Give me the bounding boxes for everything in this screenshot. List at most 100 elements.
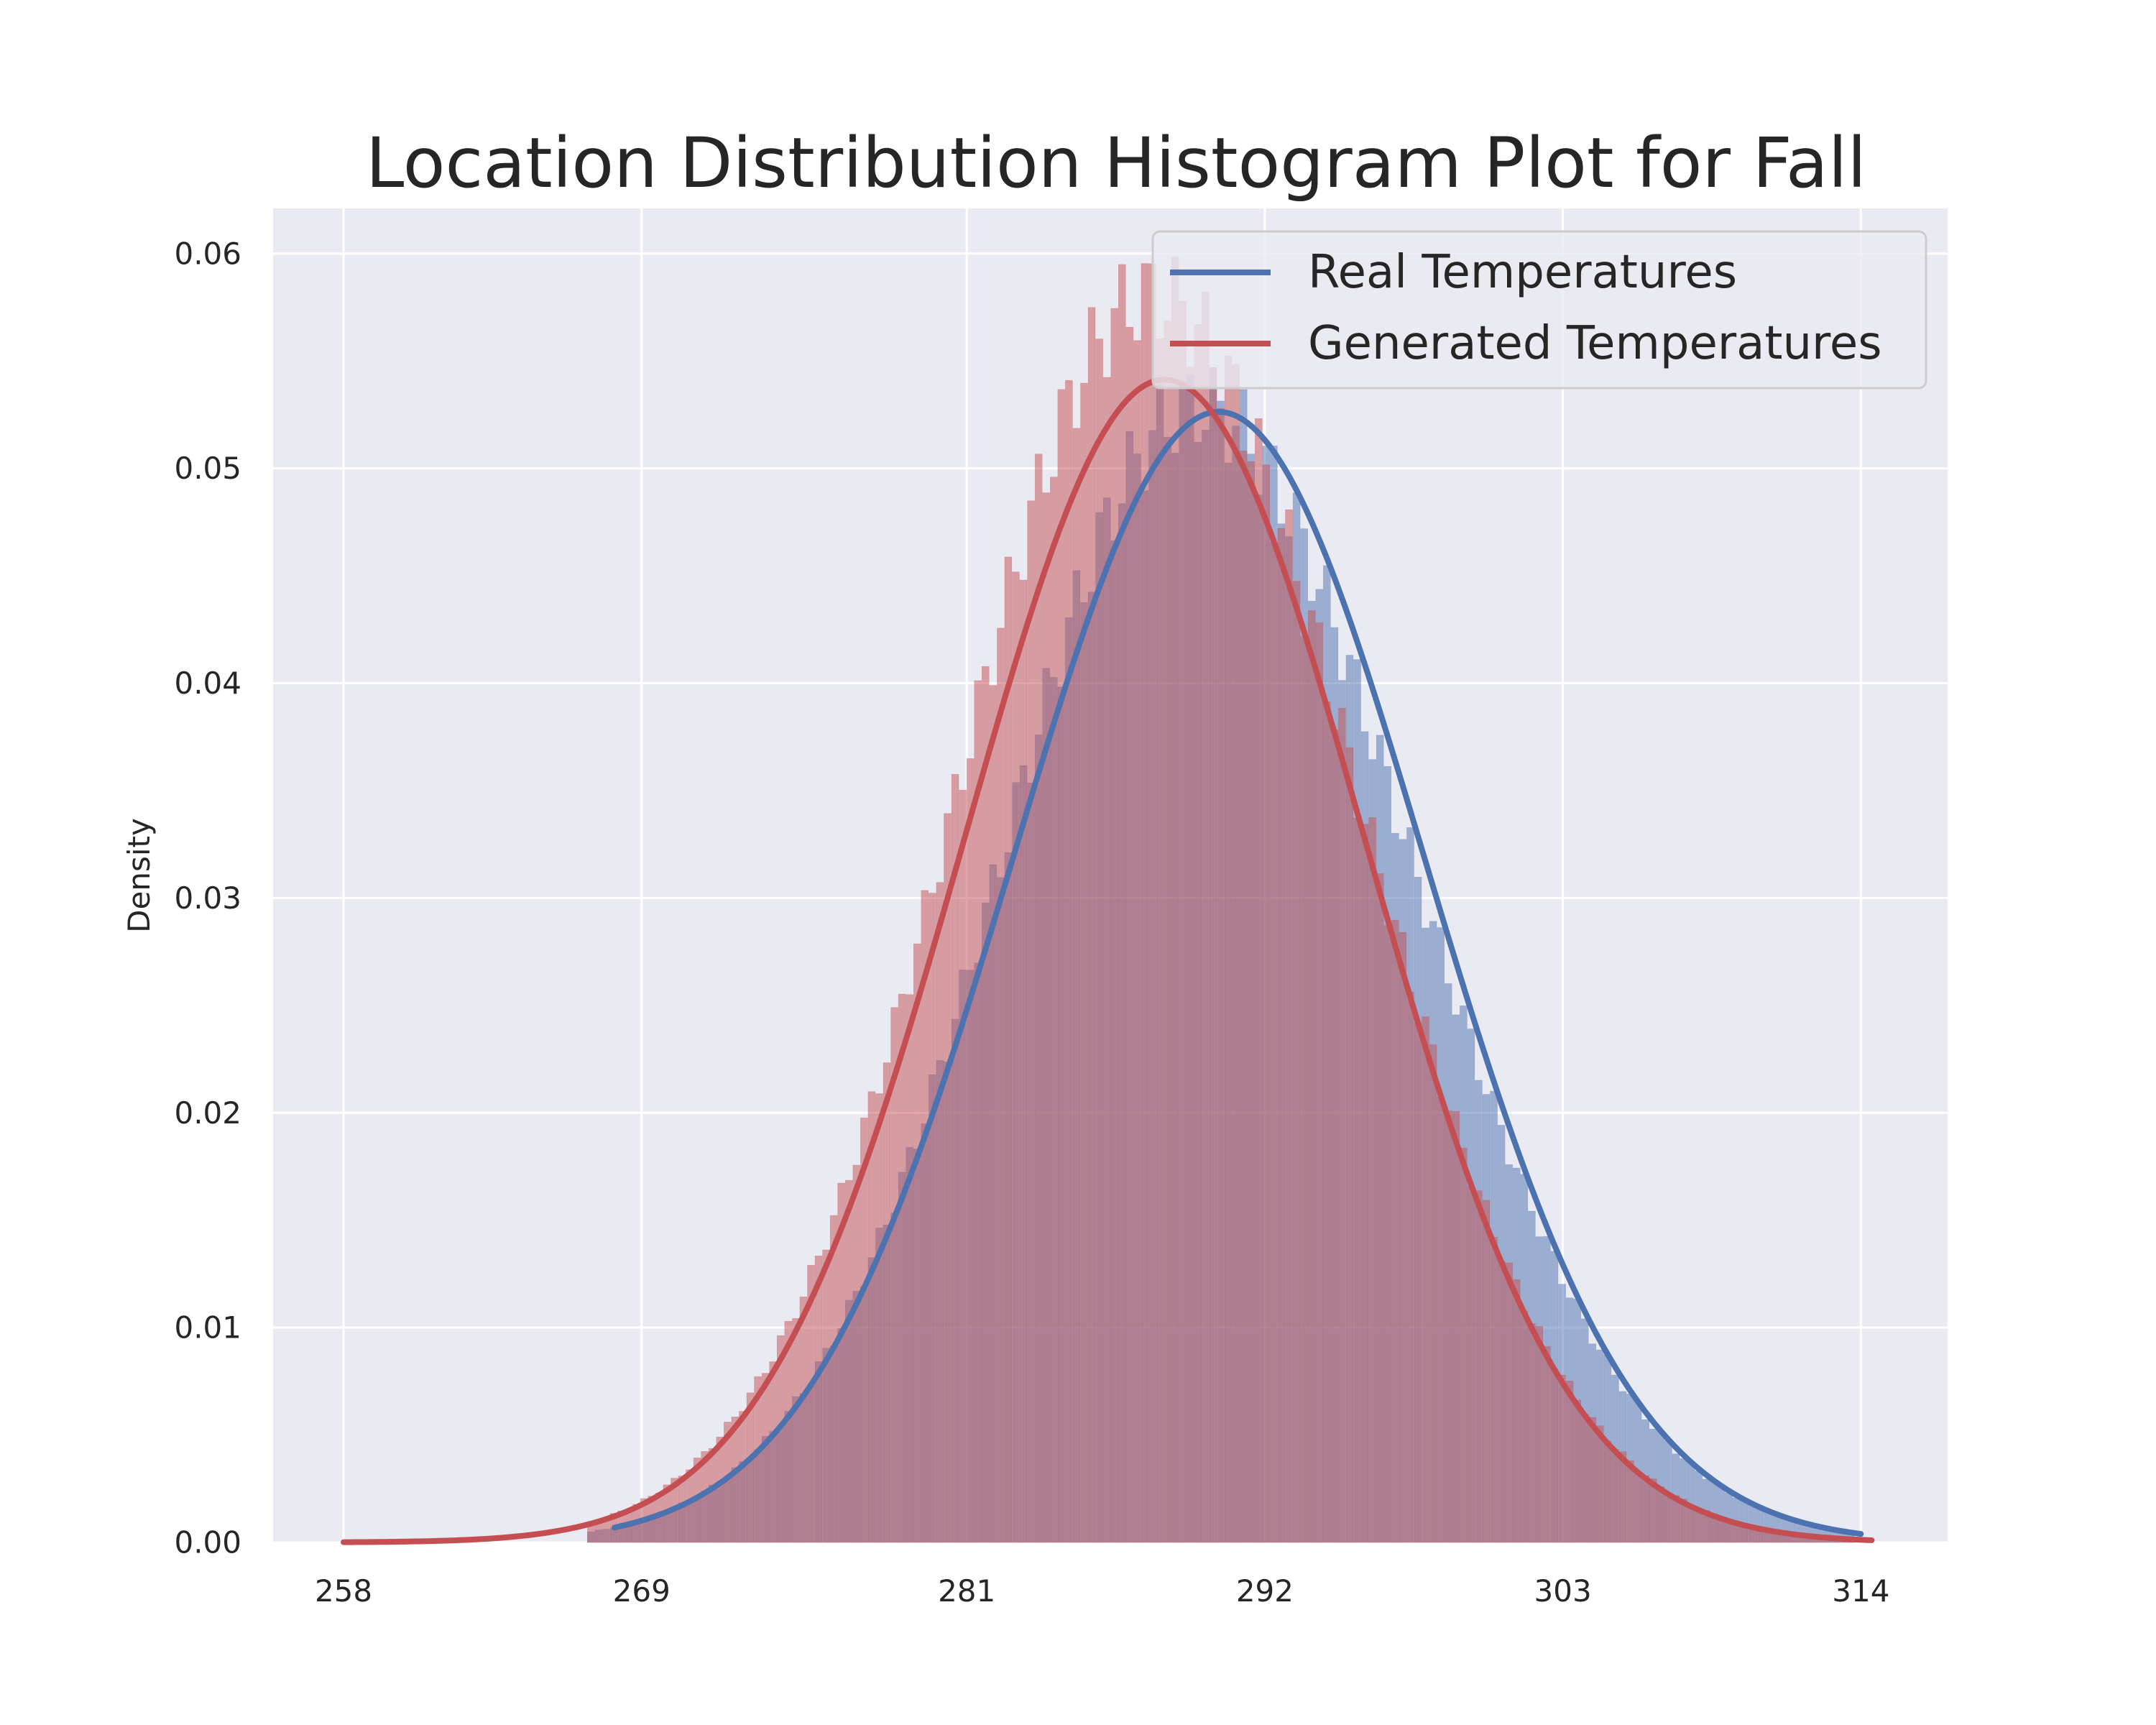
generated-histogram-bar (1057, 389, 1066, 1543)
generated-histogram-bar (1042, 492, 1051, 1543)
generated-histogram-bar (1399, 932, 1407, 1543)
generated-histogram-bar (1300, 635, 1308, 1543)
generated-histogram-bar (1027, 500, 1035, 1543)
generated-histogram-bar (739, 1411, 747, 1543)
generated-histogram-bar (974, 680, 982, 1543)
generated-histogram-bar (1285, 509, 1293, 1543)
generated-histogram-bar (1383, 925, 1392, 1543)
generated-histogram-bar (1664, 1493, 1672, 1543)
real-temperatures-curve (612, 409, 1864, 1537)
y-tick-label: 0.01 (174, 1310, 241, 1346)
generated-histogram-bar (1520, 1310, 1529, 1543)
generated-temperatures-curve (341, 377, 1875, 1545)
generated-histogram-bar (746, 1392, 755, 1543)
generated-histogram-bar (754, 1376, 762, 1543)
generated-histogram-bar (1626, 1460, 1634, 1543)
generated-histogram-bar (1414, 1022, 1422, 1543)
y-tick-label: 0.00 (174, 1525, 241, 1560)
generated-histogram-bar (761, 1373, 770, 1543)
generated-histogram-bar (929, 893, 936, 1543)
generated-histogram-bar (1550, 1368, 1559, 1543)
generated-histogram-bar (829, 1215, 838, 1543)
generated-histogram-bar (1224, 356, 1233, 1543)
generated-histogram-bar (1141, 263, 1149, 1543)
legend-frame (1151, 230, 1927, 390)
y-axis-ticks: 0.00 0.01 0.02 0.03 0.04 0.05 0.06 (174, 236, 241, 1560)
generated-histogram-bar (875, 1093, 883, 1543)
generated-histogram-bar (1087, 307, 1096, 1543)
generated-histogram-bar (1072, 428, 1081, 1543)
generated-histogram-bar (1657, 1486, 1665, 1543)
generated-histogram-bar (898, 993, 906, 1543)
generated-histogram-bar (989, 685, 998, 1543)
generated-histogram-bar (1102, 377, 1111, 1543)
generated-histogram-bar (1603, 1440, 1612, 1543)
generated-histogram-bar (1247, 461, 1256, 1543)
generated-histogram-bar (1512, 1279, 1521, 1543)
generated-histogram-bar (1649, 1478, 1657, 1543)
generated-histogram-bar (1019, 579, 1028, 1543)
y-tick-label: 0.04 (174, 666, 241, 701)
legend-label-generated: Generated Temperatures (1308, 317, 1882, 370)
generated-histogram-bar (1065, 380, 1073, 1543)
generated-histogram-bar (959, 789, 967, 1543)
legend: Real Temperatures Generated Temperatures (1151, 230, 1927, 390)
generated-histogram-bar (1543, 1346, 1551, 1543)
generated-histogram-bar (1452, 1110, 1460, 1543)
y-axis-label: Density (121, 818, 157, 933)
generated-histogram-bar (1482, 1200, 1491, 1543)
generated-histogram-bar (1444, 1110, 1452, 1543)
generated-histogram-bar (1095, 339, 1103, 1543)
generated-histogram-bar (844, 1179, 853, 1543)
generated-histogram-bar (1080, 382, 1088, 1543)
generated-histogram-bar (1429, 1044, 1437, 1543)
generated-histogram-bar (716, 1436, 724, 1543)
generated-histogram-bar (822, 1249, 830, 1543)
generated-histogram-bar (1239, 450, 1248, 1543)
generated-histogram-bar (1368, 817, 1376, 1543)
generated-histogram-bar (1187, 367, 1194, 1543)
generated-histogram-bar (776, 1335, 785, 1543)
generated-histogram-bar (1255, 418, 1263, 1543)
generated-histogram-bar (936, 882, 944, 1543)
generated-histogram-bar (966, 758, 975, 1543)
generated-histogram-bar (1596, 1425, 1604, 1543)
generated-histogram-bar (997, 627, 1005, 1543)
generated-histogram-bar (1307, 610, 1316, 1543)
generated-histogram-bar (1573, 1399, 1581, 1543)
generated-histogram-bar (814, 1255, 823, 1543)
generated-histogram-bar (1437, 1096, 1445, 1543)
generated-histogram-bar (837, 1182, 845, 1543)
generated-temperatures-histogram (587, 257, 1855, 1543)
x-tick-label: 281 (938, 1573, 995, 1609)
generated-histogram-bar (1611, 1448, 1619, 1543)
generated-histogram-bar (1315, 622, 1324, 1543)
generated-histogram-bar (1467, 1186, 1475, 1543)
generated-histogram-bar (1490, 1237, 1498, 1543)
generated-histogram-bar (1330, 729, 1339, 1543)
generated-histogram-bar (1641, 1475, 1649, 1543)
generated-histogram-bar (1618, 1451, 1627, 1543)
fit-curves (341, 377, 1875, 1545)
generated-histogram-bar (1125, 326, 1134, 1543)
generated-histogram-bar (1194, 324, 1202, 1543)
generated-histogram-bar (883, 1062, 891, 1543)
generated-histogram-bar (981, 666, 990, 1543)
y-tick-label: 0.02 (174, 1095, 241, 1131)
generated-histogram-bar (913, 943, 921, 1543)
generated-histogram-bar (1528, 1323, 1536, 1543)
x-tick-label: 303 (1534, 1573, 1592, 1609)
generated-histogram-bar (1565, 1381, 1574, 1543)
generated-histogram-bar (890, 1007, 898, 1543)
x-tick-label: 292 (1236, 1573, 1294, 1609)
generated-histogram-bar (1634, 1471, 1642, 1543)
generated-histogram-bar (731, 1416, 740, 1543)
generated-histogram-bar (1687, 1505, 1695, 1543)
x-tick-label: 314 (1832, 1573, 1889, 1609)
x-axis-ticks: 258 269 281 292 303 314 (315, 1573, 1889, 1609)
generated-histogram-bar (1391, 919, 1399, 1543)
generated-histogram-bar (1588, 1417, 1597, 1543)
legend-label-real: Real Temperatures (1308, 246, 1737, 299)
generated-histogram-bar (1179, 300, 1187, 1543)
